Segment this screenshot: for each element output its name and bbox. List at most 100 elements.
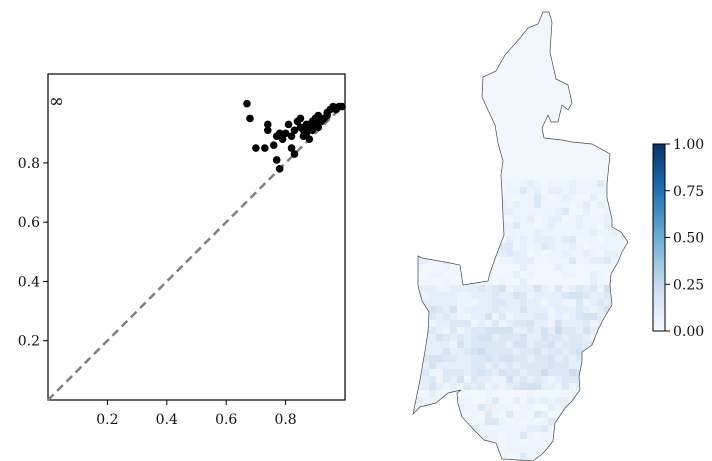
map-cell [618,180,625,187]
map-cell [541,243,548,250]
map-cell [485,327,492,334]
map-cell [443,418,450,425]
map-cell [590,215,597,222]
map-cell [513,222,520,229]
map-cell [590,411,597,418]
map-cell [583,376,590,383]
map-cell [492,418,499,425]
map-cell [604,418,611,425]
map-cell [422,418,429,425]
map-cell [422,285,429,292]
scatter-point [281,129,290,138]
map-cell [611,348,618,355]
map-cell [457,369,464,376]
map-cell [562,292,569,299]
map-cell [436,222,443,229]
map-cell [450,208,457,215]
map-cell [611,243,618,250]
map-cell [534,362,541,369]
map-cell [527,236,534,243]
map-cell [555,320,562,327]
map-cell [583,446,590,453]
map-cell [541,229,548,236]
map-cell [548,425,555,432]
map-cell [527,369,534,376]
map-cell [422,411,429,418]
map-cell [429,236,436,243]
map-cell [569,215,576,222]
map-cell [422,215,429,222]
map-cell [478,229,485,236]
map-cell [569,439,576,446]
map-cell [555,425,562,432]
map-cell [569,194,576,201]
map-cell [597,376,604,383]
map-cell [625,334,628,341]
map-cell [534,383,541,390]
map-cell [597,243,604,250]
map-cell [464,250,471,257]
map-cell [541,201,548,208]
map-cell [520,180,527,187]
map-cell [555,285,562,292]
map-cell [513,341,520,348]
map-cell [436,180,443,187]
map-cell [415,306,422,313]
scatter-point [296,114,305,123]
map-cell [604,348,611,355]
map-cell [436,299,443,306]
map-cell [541,369,548,376]
map-cell [443,250,450,257]
map-cell [562,425,569,432]
map-cell [555,250,562,257]
map-cell [569,376,576,383]
map-cell [506,222,513,229]
map-cell [541,418,548,425]
map-cell [625,376,628,383]
y-tick-label: 0.8 [18,156,40,172]
map-cell [443,439,450,446]
map-cell [492,313,499,320]
map-cell [597,257,604,264]
map-cell [520,222,527,229]
map-cell [443,320,450,327]
map-cell [590,320,597,327]
map-cell [548,306,555,313]
map-cell [520,285,527,292]
map-cell [443,299,450,306]
map-cell [513,292,520,299]
map-cell [562,446,569,453]
map-cell [429,432,436,439]
map-cell [625,369,628,376]
map-cell [499,278,506,285]
map-cell [443,278,450,285]
map-cell [569,292,576,299]
map-cell [506,250,513,257]
map-cell [520,278,527,285]
map-cell [436,362,443,369]
map-cell [625,432,628,439]
map-cell [450,285,457,292]
map-cell [499,285,506,292]
map-cell [562,306,569,313]
map-cell [555,292,562,299]
map-cell [583,187,590,194]
map-cell [569,348,576,355]
x-tick-label: 0.8 [274,412,296,428]
colorbar-tick-label: 0.75 [673,184,704,200]
map-cell [443,208,450,215]
map-cell [429,362,436,369]
map-cell [618,397,625,404]
map-cell [471,313,478,320]
map-cell [569,327,576,334]
map-cell [478,215,485,222]
y-tick-label: 0.6 [18,215,40,231]
map-cell [548,404,555,411]
map-cell [422,180,429,187]
map-cell [562,264,569,271]
map-cell [443,369,450,376]
map-cell [429,208,436,215]
map-cell [569,271,576,278]
map-cell [527,327,534,334]
map-cell [520,432,527,439]
